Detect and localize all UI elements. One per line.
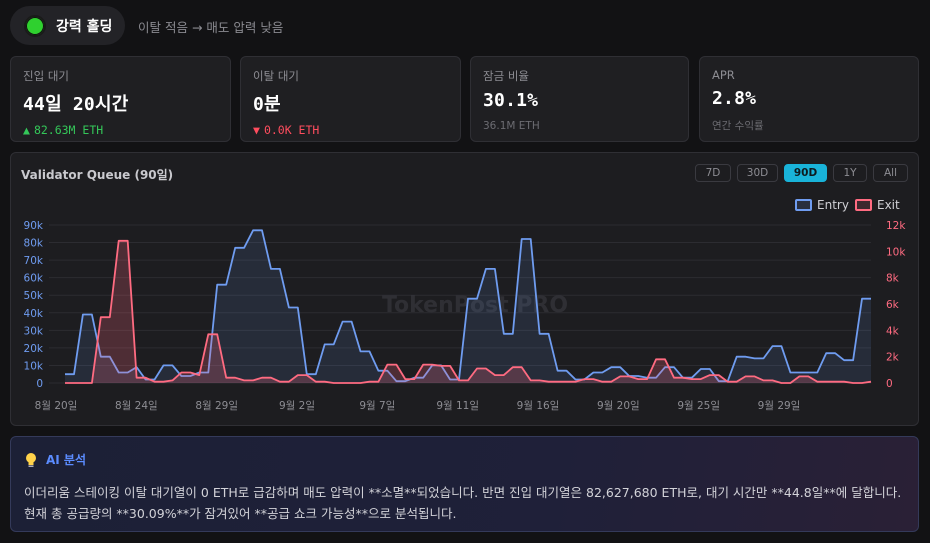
y-left-tick-label: 10k — [24, 360, 44, 372]
y-left-tick-label: 50k — [24, 290, 44, 302]
x-tick-label: 9월 2일 — [279, 399, 315, 412]
validator-queue-chart: 0 10k 20k 30k 40k 50k 60k 70k 80k 90k 0 2k 4k 6k 8k 10k… — [24, 220, 907, 412]
legend-label-entry: Entry — [817, 198, 849, 212]
stat-card-sub: ▼ 0.0K ETH — [253, 123, 448, 137]
stat-card-title: 이탈 대기 — [253, 69, 299, 83]
legend-swatch-exit — [855, 199, 872, 211]
lightbulb-icon — [26, 452, 36, 467]
status-description: 이탈 적음 → 매도 압력 낮음 — [138, 20, 284, 35]
up-arrow-icon: ▲ — [23, 123, 30, 137]
chart-legend-exit[interactable]: Exit — [855, 198, 900, 212]
y-left-tick-label: 90k — [24, 220, 44, 232]
y-left-tick-label: 80k — [24, 238, 44, 250]
x-tick-label: 9월 25일 — [677, 399, 720, 412]
x-tick-label: 8월 29일 — [195, 399, 238, 412]
legend-label-exit: Exit — [877, 198, 900, 212]
x-tick-label: 9월 11일 — [436, 399, 479, 412]
y-right-tick-label: 10k — [886, 246, 906, 258]
x-tick-label: 9월 29일 — [758, 399, 801, 412]
status-label: 강력 홀딩 — [56, 18, 113, 35]
stat-card-value: 30.1% — [483, 90, 539, 111]
x-tick-label: 9월 16일 — [517, 399, 560, 412]
y-left-tick-label: 0 — [36, 378, 43, 390]
stat-card-value: 44일 20시간 — [23, 94, 129, 115]
x-tick-label: 9월 7일 — [359, 399, 395, 412]
ai-analysis-body: 이더리움 스테이킹 이탈 대기열이 0 ETH로 급감하며 매도 압력이 **소… — [24, 485, 902, 521]
range-button-90d[interactable]: 90D — [784, 164, 827, 182]
status-indicator-dot — [24, 14, 46, 37]
range-button-30d[interactable]: 30D — [737, 164, 778, 182]
range-button-7d[interactable]: 7D — [695, 164, 731, 182]
stat-card-apr: APR 2.8% 연간 수익률 — [699, 56, 919, 142]
x-tick-label: 9월 20일 — [597, 399, 640, 412]
y-right-tick-label: 6k — [886, 299, 900, 311]
series-line-exit — [65, 239, 872, 384]
stat-card-lock-ratio: 잠금 비율 30.1% 36.1M ETH — [470, 56, 689, 142]
stat-card-sub-text: 82.63M ETH — [33, 123, 104, 137]
stat-card-title: 잠금 비율 — [483, 69, 529, 83]
stat-card-entry-queue: 진입 대기 44일 20시간 ▲ 82.63M ETH — [10, 56, 231, 142]
range-button-1y[interactable]: 1Y — [833, 164, 867, 182]
validator-queue-chart-panel: Validator Queue (90일) 7D 30D 90D 1Y All … — [10, 152, 919, 426]
range-button-all[interactable]: All — [873, 164, 908, 182]
y-left-tick-label: 20k — [24, 343, 44, 355]
chart-title: Validator Queue (90일) — [21, 168, 174, 182]
stat-card-sub: 36.1M ETH — [483, 120, 540, 132]
y-left-tick-label: 70k — [24, 255, 44, 267]
y-right-tick-label: 12k — [886, 220, 906, 232]
stat-card-value: 2.8% — [712, 88, 757, 109]
status-badge: 강력 홀딩 — [10, 6, 125, 45]
stat-card-value: 0분 — [253, 94, 281, 115]
x-tick-label: 8월 24일 — [115, 399, 158, 412]
ai-analysis-title: AI 분석 — [46, 453, 87, 467]
y-left-tick-label: 40k — [24, 308, 44, 320]
stat-card-sub-text: 0.0K ETH — [263, 123, 320, 137]
y-right-tick-label: 8k — [886, 273, 900, 285]
y-right-tick-label: 0 — [886, 378, 893, 390]
down-arrow-icon: ▼ — [253, 123, 260, 137]
y-right-tick-label: 4k — [886, 325, 900, 337]
stat-card-sub: ▲ 82.63M ETH — [23, 123, 218, 137]
y-left-tick-label: 60k — [24, 273, 44, 285]
ai-analysis-panel: AI 분석 이더리움 스테이킹 이탈 대기열이 0 ETH로 급감하며 매도 압… — [10, 436, 919, 532]
y-right-tick-label: 2k — [886, 352, 900, 364]
stat-card-title: 진입 대기 — [23, 69, 69, 83]
stat-card-title: APR — [712, 68, 735, 82]
stat-card-sub: 연간 수익률 — [712, 120, 764, 132]
x-tick-label: 8월 20일 — [35, 399, 78, 412]
legend-swatch-entry — [795, 199, 812, 211]
chart-legend-entry[interactable]: Entry — [795, 198, 849, 212]
y-left-tick-label: 30k — [24, 325, 44, 337]
stat-card-exit-queue: 이탈 대기 0분 ▼ 0.0K ETH — [240, 56, 461, 142]
